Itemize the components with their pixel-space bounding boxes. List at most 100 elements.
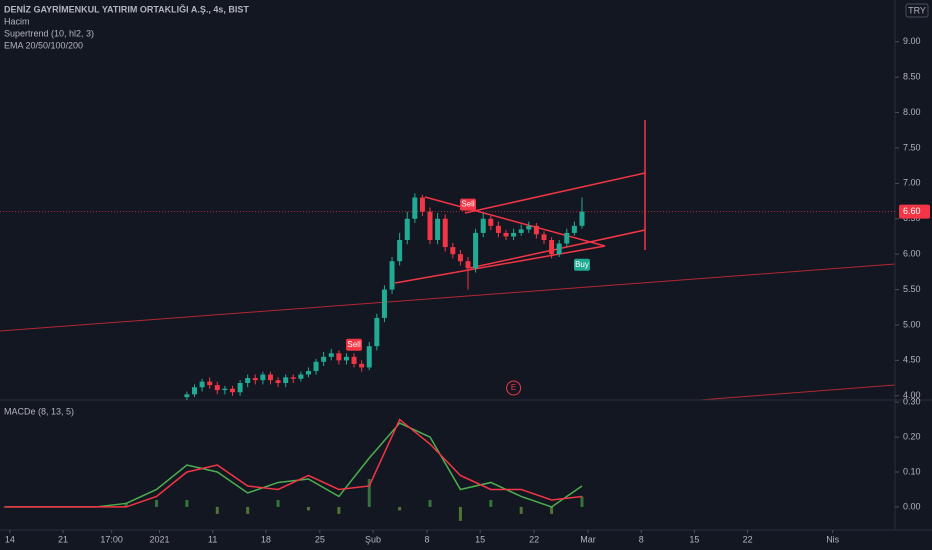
histogram-bar xyxy=(489,499,493,507)
x-tick-label: Şub xyxy=(365,534,381,544)
x-tick-label: 22 xyxy=(529,534,539,544)
candle-body xyxy=(252,378,258,381)
x-tick-label: 2021 xyxy=(150,534,170,544)
candle-body xyxy=(457,254,463,262)
y-tick-label: 8.00 xyxy=(903,107,921,117)
candle-body xyxy=(290,377,296,379)
x-tick-label: 15 xyxy=(475,534,485,544)
x-tick-label: 14 xyxy=(5,534,15,544)
histogram-bar xyxy=(185,499,189,507)
candle-body xyxy=(336,353,342,361)
y-tick-label: 4.00 xyxy=(903,390,921,400)
histogram-bar xyxy=(306,506,310,511)
histogram-bar xyxy=(155,499,159,507)
candle-body xyxy=(237,383,243,393)
x-tick-label: 22 xyxy=(743,534,753,544)
x-tick-label: Nis xyxy=(826,534,839,544)
candle-body xyxy=(473,232,479,269)
y-tick-label: 9.00 xyxy=(903,36,921,46)
candle-body xyxy=(404,218,410,240)
candle-body xyxy=(571,225,577,233)
candle-body xyxy=(503,232,509,237)
candle-body xyxy=(222,388,228,391)
candle-body xyxy=(549,240,555,255)
candle-body xyxy=(321,356,327,362)
histogram-bar xyxy=(246,506,250,514)
candle-body xyxy=(465,261,471,269)
y-tick-label: 0.20 xyxy=(903,431,921,441)
last-price-label: 6.60 xyxy=(903,206,921,216)
x-tick-label: 8 xyxy=(639,534,644,544)
y-tick-label: 7.50 xyxy=(903,142,921,152)
currency-box[interactable] xyxy=(905,3,929,18)
y-tick-label: 5.00 xyxy=(903,319,921,329)
candle-body xyxy=(298,374,304,379)
histogram-bar xyxy=(580,496,584,507)
y-tick-label: 5.50 xyxy=(903,284,921,294)
signal-marker xyxy=(573,258,590,271)
candle-body xyxy=(450,247,456,255)
x-tick-label: 17:00 xyxy=(100,534,123,544)
candle-body xyxy=(359,363,365,368)
x-tick-label: Mar xyxy=(580,534,596,544)
trend-line xyxy=(464,172,646,214)
candle-body xyxy=(283,377,289,384)
candle-body xyxy=(381,289,387,318)
candle-body xyxy=(199,381,205,388)
candle-body xyxy=(442,218,448,248)
candle-body xyxy=(541,234,547,240)
y-tick-label: 7.00 xyxy=(903,178,921,188)
candle-body xyxy=(275,380,281,384)
candle-body xyxy=(214,385,220,391)
x-tick-label: 11 xyxy=(208,534,217,544)
candle-body xyxy=(579,211,585,226)
signal-label: Sell xyxy=(461,200,475,209)
histogram-bar xyxy=(276,499,280,507)
candle-body xyxy=(419,197,425,212)
x-tick-label: 18 xyxy=(261,534,271,544)
signal-label: Sell xyxy=(347,340,361,349)
candle-body xyxy=(184,394,190,398)
chart-title: DENİZ GAYRİMENKUL YATIRIM ORTAKLIĞI A.Ş.… xyxy=(4,3,249,14)
x-tick-label: 15 xyxy=(689,534,699,544)
candle-body xyxy=(564,232,570,244)
candle-body xyxy=(229,388,235,393)
macd-line xyxy=(4,418,583,508)
histogram-bar xyxy=(215,506,219,514)
indicator-label: Hacim xyxy=(4,16,30,26)
trend-line xyxy=(394,245,606,284)
candle-body xyxy=(488,218,494,226)
candle-body xyxy=(343,356,349,361)
candle-body xyxy=(305,370,311,375)
candle-body xyxy=(366,346,372,368)
currency: TRY xyxy=(908,5,926,15)
candle-body xyxy=(313,361,319,371)
histogram-bar xyxy=(428,499,432,507)
histogram-bar xyxy=(367,478,371,507)
candle-body xyxy=(267,374,273,381)
signal-label: Buy xyxy=(575,260,589,269)
candle-body xyxy=(533,225,539,235)
trend-line xyxy=(424,196,606,247)
histogram-bar xyxy=(550,506,554,514)
y-tick-label: 0.30 xyxy=(903,396,921,406)
candle-body xyxy=(374,317,380,347)
candle-body xyxy=(260,374,266,381)
last-price-box xyxy=(899,204,930,219)
trend-line xyxy=(0,263,896,332)
signal-marker xyxy=(346,338,363,351)
candle-body xyxy=(427,211,433,240)
candle-body xyxy=(480,218,486,233)
candle-body xyxy=(328,353,334,357)
candle-body xyxy=(518,229,524,233)
candle-body xyxy=(495,225,501,233)
y-tick-label: 0.00 xyxy=(903,501,921,511)
histogram-bar xyxy=(458,506,462,521)
candle-body xyxy=(412,197,418,219)
event-marker xyxy=(506,380,522,396)
candle-body xyxy=(556,243,562,255)
x-tick-label: 25 xyxy=(315,534,325,544)
y-tick-label: 0.10 xyxy=(903,466,921,476)
